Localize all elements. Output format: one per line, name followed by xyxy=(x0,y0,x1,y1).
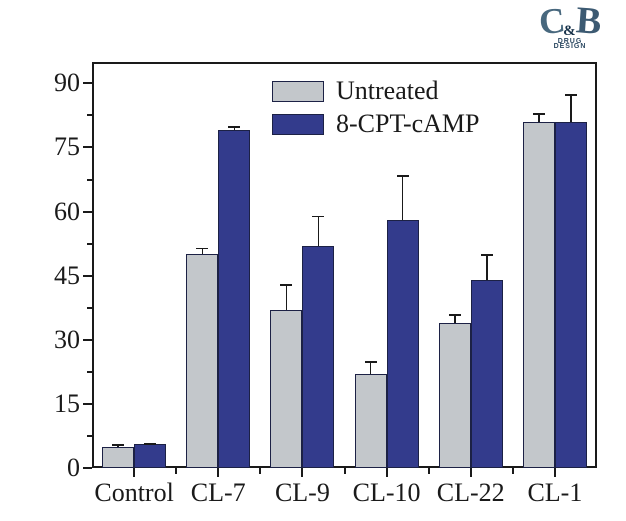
x-label-cl-1: CL-1 xyxy=(527,478,583,507)
y-minor-tick-22.5 xyxy=(87,370,92,373)
x-major-tick-cl-7 xyxy=(217,468,220,477)
errorbar-cap-untreated-cl-9 xyxy=(280,284,293,286)
errorbar-line-8-cpt-camp-cl-1 xyxy=(570,94,572,122)
legend-row-untreated: Untreated xyxy=(272,78,480,104)
errorbar-cap-8-cpt-camp-control xyxy=(144,443,157,445)
bar-untreated-cl-1 xyxy=(522,121,555,468)
legend-label-8cpt-camp: 8-CPT-cAMP xyxy=(336,109,480,138)
errorbar-line-8-cpt-camp-cl-9 xyxy=(317,215,320,246)
y-minor-tick-7.5 xyxy=(87,434,92,437)
errorbar-cap-untreated-cl-1 xyxy=(532,113,545,115)
legend-label-untreated: Untreated xyxy=(336,76,439,105)
y-minor-tick-67.5 xyxy=(87,178,92,181)
plot-area xyxy=(92,62,597,468)
bar-8-cpt-camp-cl-9 xyxy=(302,245,335,468)
x-major-tick-cl-9 xyxy=(301,468,304,477)
y-tick-label-90: 90 xyxy=(54,68,80,98)
y-minor-tick-37.5 xyxy=(87,306,92,309)
bar-untreated-cl-9 xyxy=(270,309,303,468)
errorbar-line-8-cpt-camp-cl-22 xyxy=(486,254,488,280)
y-tick-label-45: 45 xyxy=(54,260,80,290)
x-label-control: Control xyxy=(94,478,174,507)
errorbar-cap-untreated-cl-22 xyxy=(448,314,461,316)
x-boundary-tick-3 xyxy=(343,468,346,474)
x-boundary-tick-1 xyxy=(175,468,178,474)
legend-swatch-8cpt-camp xyxy=(272,113,324,135)
x-label-cl-7: CL-7 xyxy=(190,478,246,507)
logo-letter-b-icon: B xyxy=(574,0,603,43)
errorbar-line-untreated-cl-7 xyxy=(201,247,203,255)
errorbar-line-untreated-cl-1 xyxy=(538,113,540,122)
legend-swatch-untreated xyxy=(272,80,324,102)
y-major-tick-30 xyxy=(83,338,92,341)
errorbar-cap-untreated-control xyxy=(112,444,125,446)
bar-untreated-cl-7 xyxy=(186,254,219,468)
legend: Untreated 8-CPT-cAMP xyxy=(272,78,480,137)
x-label-cl-10: CL-10 xyxy=(352,478,421,507)
errorbar-line-untreated-cl-9 xyxy=(285,284,288,310)
x-major-tick-cl-1 xyxy=(553,468,556,477)
bar-untreated-control xyxy=(102,446,135,468)
errorbar-line-untreated-cl-22 xyxy=(454,314,456,323)
y-minor-tick-52.5 xyxy=(87,242,92,245)
y-major-tick-15 xyxy=(83,402,92,405)
errorbar-line-untreated-cl-10 xyxy=(369,361,372,374)
x-boundary-tick-5 xyxy=(511,468,514,474)
errorbar-cap-8-cpt-camp-cl-9 xyxy=(312,215,325,218)
bar-8-cpt-camp-cl-10 xyxy=(386,220,419,468)
bar-untreated-cl-22 xyxy=(438,322,471,468)
y-tick-label-0: 0 xyxy=(67,453,80,482)
bar-8-cpt-camp-cl-1 xyxy=(554,121,587,468)
y-tick-label-60: 60 xyxy=(54,196,80,226)
y-tick-label-15: 15 xyxy=(54,388,80,418)
logo-ampersand-icon: & xyxy=(563,23,576,39)
errorbar-line-8-cpt-camp-cl-7 xyxy=(233,126,235,131)
y-major-tick-75 xyxy=(83,146,92,149)
logo-caption-design: DESIGN xyxy=(553,43,587,50)
bar-8-cpt-camp-cl-22 xyxy=(470,279,503,468)
x-major-tick-cl-22 xyxy=(469,468,472,477)
logo-letters: C&B xyxy=(532,0,608,43)
y-major-tick-60 xyxy=(83,210,92,213)
journal-logo: C&B DRUG DESIGN xyxy=(532,0,608,62)
y-major-tick-0 xyxy=(83,467,92,469)
bar-8-cpt-camp-control xyxy=(134,444,167,468)
y-minor-tick-82.5 xyxy=(87,114,92,117)
bar-untreated-cl-10 xyxy=(354,373,387,468)
bar-8-cpt-camp-cl-7 xyxy=(218,130,251,468)
x-major-tick-control xyxy=(133,468,136,477)
x-major-tick-cl-10 xyxy=(385,468,388,477)
y-tick-label-30: 30 xyxy=(54,324,80,354)
errorbar-cap-8-cpt-camp-cl-7 xyxy=(228,126,241,128)
x-label-cl-9: CL-9 xyxy=(274,478,330,507)
y-major-tick-90 xyxy=(83,82,92,85)
errorbar-cap-8-cpt-camp-cl-1 xyxy=(564,94,577,96)
x-boundary-tick-2 xyxy=(259,468,262,474)
errorbar-line-8-cpt-camp-cl-10 xyxy=(401,175,404,221)
legend-row-8cpt-camp: 8-CPT-cAMP xyxy=(272,111,480,137)
logo-caption-drug: DRUG xyxy=(557,38,583,45)
errorbar-cap-untreated-cl-7 xyxy=(196,247,209,250)
errorbar-cap-8-cpt-camp-cl-10 xyxy=(396,175,409,177)
x-boundary-tick-4 xyxy=(427,468,430,474)
x-label-cl-22: CL-22 xyxy=(436,478,505,507)
y-tick-label-75: 75 xyxy=(54,132,80,162)
errorbar-cap-8-cpt-camp-cl-22 xyxy=(480,254,493,256)
y-major-tick-45 xyxy=(83,274,92,277)
errorbar-cap-untreated-cl-10 xyxy=(364,361,377,363)
